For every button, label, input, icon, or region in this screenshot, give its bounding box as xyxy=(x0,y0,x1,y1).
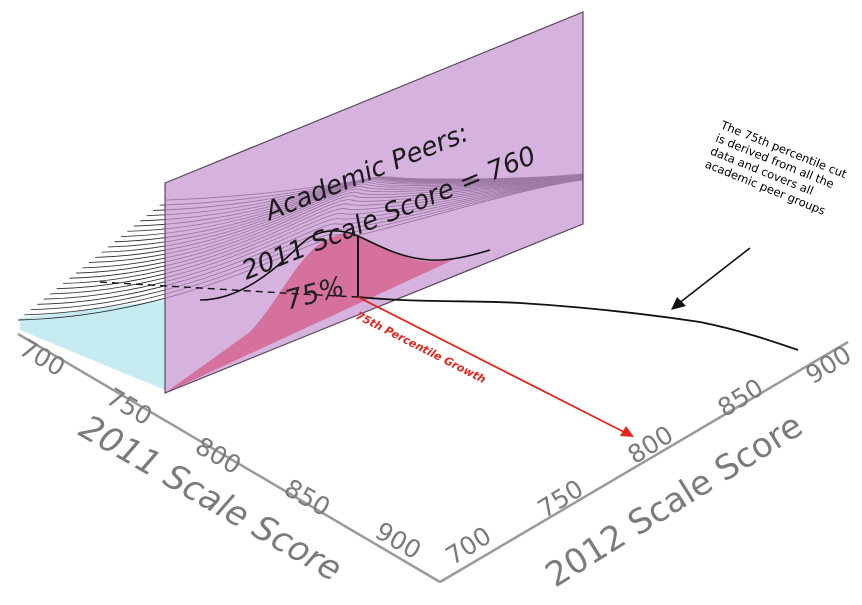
dashed-percentile-line xyxy=(99,281,359,298)
floor-axes xyxy=(17,332,849,584)
density-curve xyxy=(199,230,491,301)
percentile-growth-curve xyxy=(357,296,799,351)
annotation-arrow xyxy=(671,247,751,310)
shaded-band xyxy=(20,300,165,390)
growth-arrow xyxy=(357,296,634,437)
academic-peers-panel xyxy=(164,11,584,394)
y2012-tick-700: 700 xyxy=(441,521,497,571)
axis-2012-line xyxy=(439,340,849,584)
annotation-text: The 75th percentile cut is derived from … xyxy=(703,117,849,217)
y2012-tick-850: 850 xyxy=(713,373,769,423)
axis-2011-line xyxy=(17,332,441,584)
y2012-tick-750: 750 xyxy=(533,474,589,524)
y2012-tick-800: 800 xyxy=(623,420,679,470)
y2012-tick-900: 900 xyxy=(801,340,857,390)
growth-label: 75th Percentile Growth xyxy=(354,309,488,386)
